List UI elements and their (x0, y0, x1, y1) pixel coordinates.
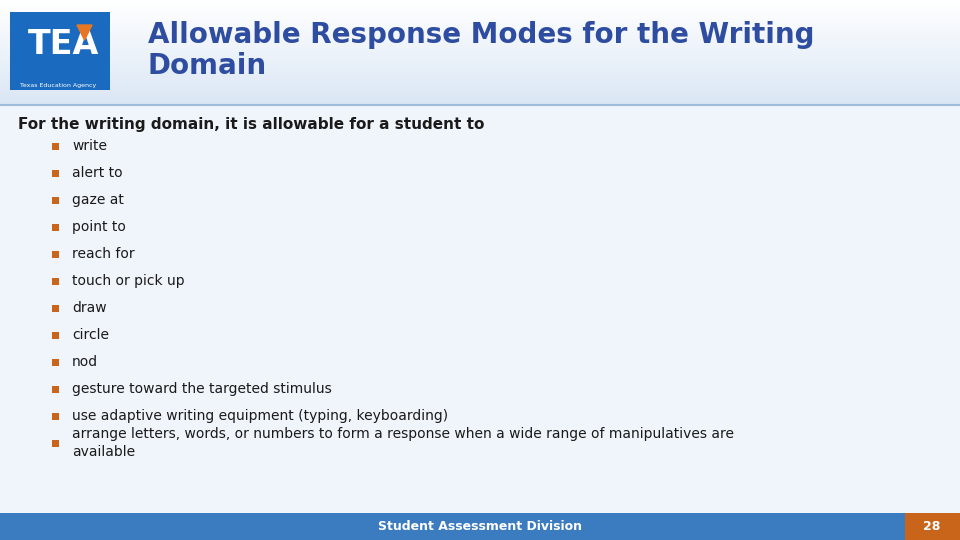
FancyBboxPatch shape (52, 143, 59, 150)
Text: draw: draw (72, 301, 107, 315)
Text: For the writing domain, it is allowable for a student to: For the writing domain, it is allowable … (18, 117, 485, 132)
Text: circle: circle (72, 328, 109, 342)
Text: reach for: reach for (72, 247, 134, 261)
FancyBboxPatch shape (52, 332, 59, 339)
FancyBboxPatch shape (0, 513, 960, 540)
FancyBboxPatch shape (52, 359, 59, 366)
FancyBboxPatch shape (52, 278, 59, 285)
FancyBboxPatch shape (52, 413, 59, 420)
FancyBboxPatch shape (52, 197, 59, 204)
Polygon shape (77, 25, 92, 40)
Text: write: write (72, 139, 107, 153)
Text: TEA: TEA (28, 29, 100, 62)
FancyBboxPatch shape (52, 251, 59, 258)
FancyBboxPatch shape (52, 170, 59, 177)
Text: touch or pick up: touch or pick up (72, 274, 184, 288)
Text: 28: 28 (924, 521, 941, 534)
Text: gaze at: gaze at (72, 193, 124, 207)
Text: Domain: Domain (148, 52, 267, 80)
FancyBboxPatch shape (52, 224, 59, 231)
Text: use adaptive writing equipment (typing, keyboarding): use adaptive writing equipment (typing, … (72, 409, 448, 423)
Text: point to: point to (72, 220, 126, 234)
FancyBboxPatch shape (10, 12, 110, 90)
Text: arrange letters, words, or numbers to form a response when a wide range of manip: arrange letters, words, or numbers to fo… (72, 427, 734, 459)
Text: Student Assessment Division: Student Assessment Division (378, 521, 582, 534)
Text: Allowable Response Modes for the Writing: Allowable Response Modes for the Writing (148, 21, 814, 49)
Text: gesture toward the targeted stimulus: gesture toward the targeted stimulus (72, 382, 332, 396)
FancyBboxPatch shape (52, 440, 59, 447)
Text: Texas Education Agency: Texas Education Agency (20, 83, 96, 87)
Text: nod: nod (72, 355, 98, 369)
Text: alert to: alert to (72, 166, 123, 180)
FancyBboxPatch shape (52, 386, 59, 393)
FancyBboxPatch shape (905, 513, 960, 540)
FancyBboxPatch shape (52, 305, 59, 312)
